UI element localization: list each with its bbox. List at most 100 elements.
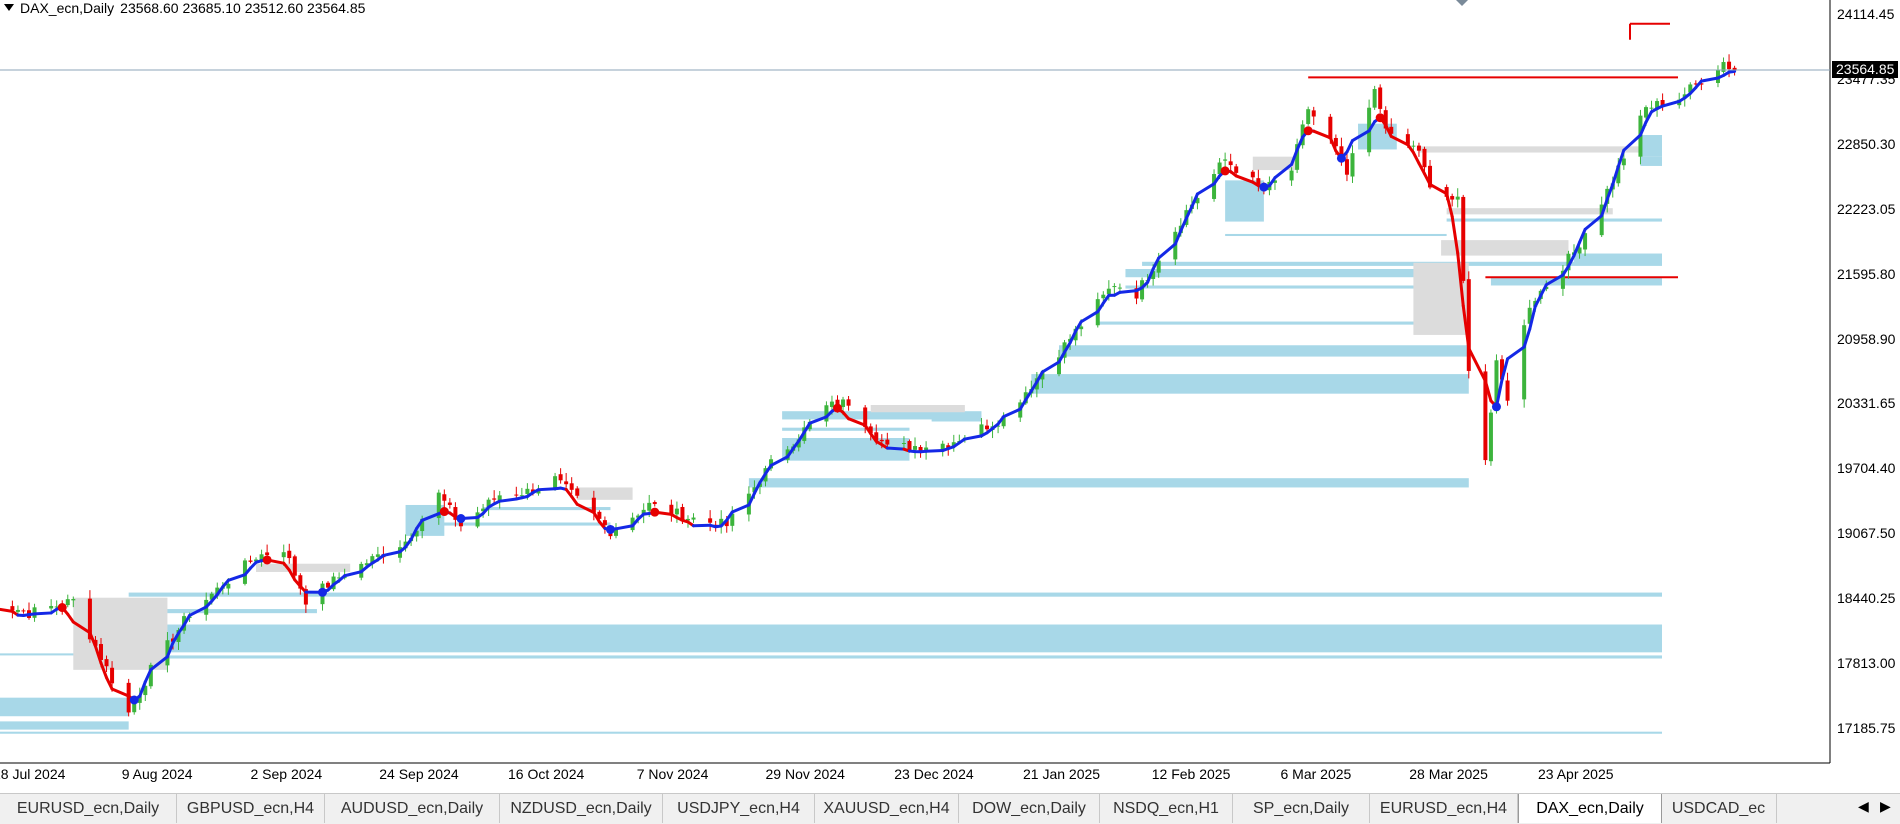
bear-candle	[847, 399, 851, 405]
bull-candle	[1112, 286, 1116, 287]
tab-eurusd-ecn-daily[interactable]: EURUSD_ecn,Daily	[0, 794, 177, 823]
trend-line-up	[887, 448, 904, 449]
demand-zone	[156, 609, 317, 613]
date-tick-label: 16 Oct 2024	[508, 766, 584, 782]
bear-candle	[1312, 110, 1316, 116]
bull-candle	[913, 446, 917, 450]
tab-sp-ecn-daily[interactable]: SP_ecn,Daily	[1233, 794, 1370, 823]
trend-line-down	[112, 689, 129, 696]
bear-candle	[985, 426, 989, 430]
neutral-zone	[73, 598, 167, 670]
tab-gbpusd-ecn-h4[interactable]: GBPUSD_ecn,H4	[177, 794, 325, 823]
demand-zone	[1098, 322, 1469, 325]
trend-line-up	[383, 552, 400, 556]
demand-zone	[145, 625, 1662, 653]
demand-zone	[932, 418, 982, 421]
bear-candle	[1229, 161, 1233, 165]
neutral-zone	[871, 405, 965, 412]
bear-candle	[249, 560, 253, 561]
scroll-marker-icon	[1456, 0, 1468, 6]
tab-usdcad-ec[interactable]: USDCAD_ec	[1661, 794, 1777, 823]
bear-candle	[293, 556, 297, 575]
price-tick-label: 19067.50	[1837, 525, 1895, 541]
tab-nsdq-ecn-h1[interactable]: NSDQ_ecn,H1	[1100, 794, 1233, 823]
bear-candle	[21, 610, 25, 611]
tab-scroll-left-icon[interactable]: ◀	[1858, 798, 1869, 815]
bull-candle	[830, 402, 834, 407]
bull-candle	[1622, 159, 1626, 166]
bear-candle	[570, 483, 574, 490]
bear-candle	[287, 551, 291, 558]
bear-candle	[603, 520, 607, 525]
bear-candle	[708, 518, 712, 522]
demand-zone	[1447, 218, 1662, 221]
swing-high-marker	[440, 507, 449, 516]
bear-candle	[492, 498, 496, 499]
neutral-zone	[1447, 208, 1613, 214]
bear-candle	[442, 494, 446, 500]
bear-candle	[564, 481, 568, 484]
bear-candle	[514, 495, 518, 496]
swing-low-marker	[1492, 402, 1501, 411]
price-tick-label: 22850.30	[1837, 136, 1895, 152]
price-tick-label: 17185.75	[1837, 720, 1895, 736]
tab-scroll-right-icon[interactable]: ▶	[1880, 798, 1891, 815]
bull-candle	[282, 552, 286, 557]
bear-candle	[1467, 279, 1471, 371]
trend-line-up	[1159, 244, 1176, 258]
trend-line-down	[849, 419, 866, 426]
tab-dow-ecn-daily[interactable]: DOW_ecn,Daily	[959, 794, 1100, 823]
tab-eurusd-ecn-h4[interactable]: EURUSD_ecn,H4	[1370, 794, 1518, 823]
trend-line-up	[228, 575, 245, 581]
swing-high-marker	[650, 508, 659, 517]
date-tick-label: 7 Nov 2024	[637, 766, 709, 782]
bear-candle	[1461, 197, 1465, 281]
bull-candle	[1290, 171, 1294, 181]
date-tick-label: 28 Mar 2025	[1409, 766, 1488, 782]
current-price-tag: 23564.85	[1832, 61, 1898, 78]
collapse-triangle-icon[interactable]	[4, 4, 14, 11]
tab-nzdusd-ecn-daily[interactable]: NZDUSD_ecn,Daily	[500, 794, 663, 823]
bull-candle	[1107, 289, 1111, 294]
price-tick-label: 19704.40	[1837, 460, 1895, 476]
bear-candle	[1345, 159, 1349, 174]
tab-dax-ecn-daily[interactable]: DAX_ecn,Daily	[1518, 793, 1662, 823]
trend-line-up	[1663, 101, 1680, 106]
trend-line-up	[965, 436, 982, 439]
price-tick-label: 20958.90	[1837, 331, 1895, 347]
swing-high-marker	[1376, 113, 1385, 122]
trend-line-up	[771, 457, 788, 466]
bull-candle	[692, 518, 696, 520]
bear-candle	[1727, 62, 1731, 69]
price-chart[interactable]	[0, 0, 1900, 793]
bull-candle	[525, 489, 529, 494]
trend-line-up	[1585, 216, 1602, 230]
trend-line-up	[1541, 285, 1547, 296]
price-tick-label: 24114.45	[1837, 6, 1894, 22]
trend-line-up	[1081, 312, 1098, 322]
tab-xauusd-ecn-h4[interactable]: XAUUSD_ecn,H4	[815, 794, 959, 823]
bear-candle	[919, 447, 923, 451]
bear-candle	[105, 659, 109, 666]
bull-candle	[1101, 295, 1105, 298]
bull-candle	[1118, 288, 1122, 289]
bull-candle	[71, 599, 75, 600]
demand-zone	[1059, 345, 1469, 356]
trend-line-up	[926, 451, 943, 452]
demand-zone	[0, 721, 129, 729]
zone-layer	[0, 124, 1662, 734]
demand-zone	[1225, 234, 1447, 236]
swing-low-marker	[1259, 183, 1268, 192]
trend-line-up	[1563, 266, 1569, 275]
demand-zone	[0, 698, 129, 717]
date-tick-label: 24 Sep 2024	[379, 766, 458, 782]
demand-zone	[782, 428, 909, 431]
tab-audusd-ecn-daily[interactable]: AUDUSD_ecn,Daily	[325, 794, 500, 823]
bear-candle	[880, 440, 884, 441]
neutral-zone	[256, 564, 350, 572]
date-tick-label: 18 Jul 2024	[0, 766, 65, 782]
trend-line-up	[500, 499, 517, 501]
tab-usdjpy-ecn-h4[interactable]: USDJPY_ecn,H4	[663, 794, 815, 823]
demand-zone	[1640, 157, 1662, 166]
